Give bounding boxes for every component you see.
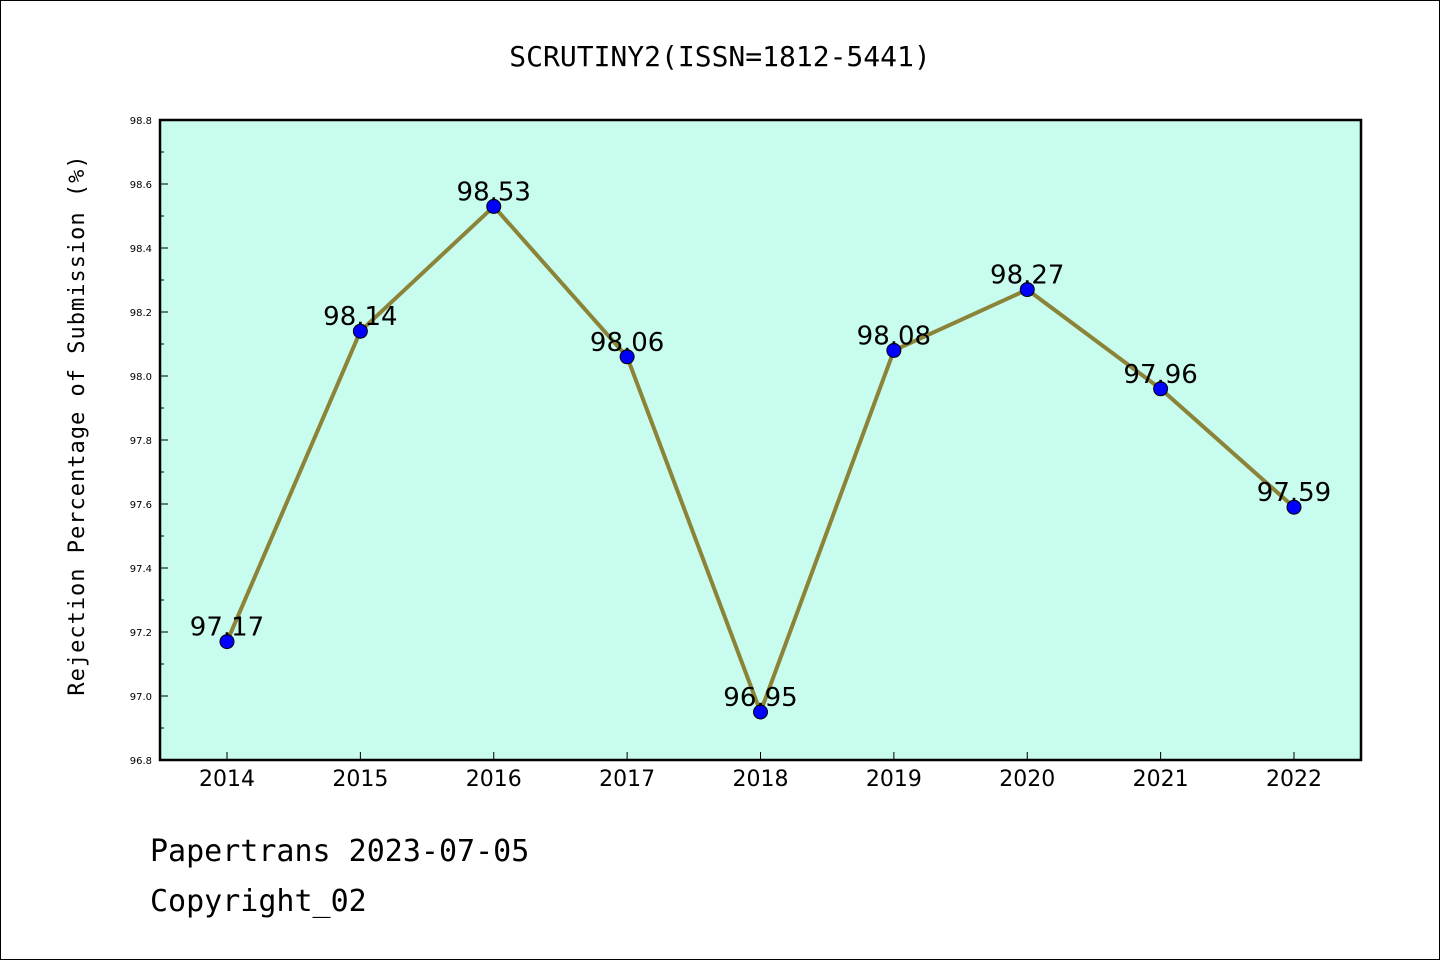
- y-tick-label: 98.4: [130, 244, 152, 255]
- data-label: 98.06: [590, 328, 664, 358]
- x-tick-labels: 2014 2015 2016 2017 2018 2019 2020 2021 2022: [199, 767, 1322, 792]
- x-tick-label: 2019: [866, 767, 922, 792]
- plot-area: [160, 120, 1361, 760]
- plot-border: [158, 118, 1363, 762]
- data-label: 97.17: [190, 613, 264, 643]
- x-tick-label: 2022: [1266, 767, 1322, 792]
- y-tick-label: 98.8: [130, 116, 152, 127]
- data-point: [1286, 499, 1302, 515]
- y-tick-labels: 96.8 97.0 97.2 97.4 97.6 97.8 98.0 98.2 98.4 98.6…: [130, 116, 152, 767]
- data-point: [219, 634, 235, 650]
- data-label: 98.08: [857, 321, 931, 351]
- x-tick-label: 2020: [999, 767, 1055, 792]
- footer-source: Papertrans 2023-07-05: [150, 834, 530, 869]
- y-tick-label: 96.8: [130, 756, 152, 767]
- data-label: 98.14: [323, 302, 397, 332]
- data-label: 98.53: [457, 177, 531, 207]
- data-label: 96.95: [723, 683, 797, 713]
- y-axis-label: Rejection Percentage of Submission (%): [65, 154, 90, 695]
- chart-title: SCRUTINY2(ISSN=1812-5441): [509, 40, 930, 73]
- x-tick-label: 2016: [466, 767, 522, 792]
- y-tick-label: 98.6: [130, 180, 152, 191]
- data-point: [753, 704, 768, 720]
- data-label: 97.59: [1257, 478, 1331, 508]
- data-point: [1019, 282, 1035, 298]
- data-point: [352, 323, 368, 339]
- data-label: 97.96: [1123, 360, 1197, 390]
- x-tick-label: 2017: [599, 767, 655, 792]
- y-tick-label: 98.2: [130, 308, 152, 319]
- x-tick-label: 2021: [1133, 767, 1189, 792]
- y-tick-label: 97.6: [130, 500, 152, 511]
- x-ticks: [226, 752, 1295, 760]
- footer-copyright: Copyright_02: [150, 884, 367, 919]
- x-tick-label: 2018: [733, 767, 789, 792]
- data-label: 98.27: [990, 261, 1064, 291]
- y-tick-label: 97.0: [130, 692, 152, 703]
- data-point: [886, 342, 902, 358]
- data-labels: 97.17 98.14 98.53 98.06 96.95 98.08 98.27 97.96…: [190, 177, 1331, 713]
- y-tick-label: 98.0: [130, 372, 152, 383]
- data-point: [486, 198, 502, 214]
- series-markers: [219, 198, 1302, 720]
- y-tick-label: 97.2: [130, 628, 152, 639]
- y-tick-label: 97.8: [130, 436, 152, 447]
- x-tick-label: 2015: [332, 767, 388, 792]
- data-point: [619, 349, 635, 365]
- y-tick-label: 97.4: [130, 564, 152, 575]
- data-point: [1153, 381, 1169, 397]
- x-tick-label: 2014: [199, 767, 255, 792]
